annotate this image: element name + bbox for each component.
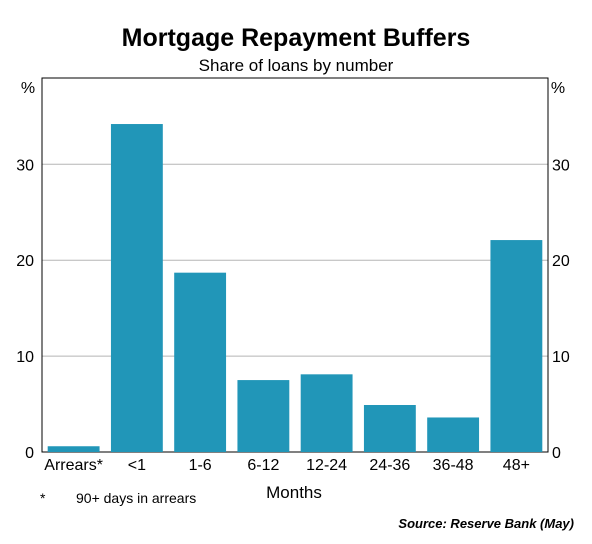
category-labels: Arrears* <1 1-6 6-12 12-24 24-36 36-48 48+ [44,457,530,474]
category-label-4: 12-24 [306,457,347,474]
bar-0 [47,446,100,452]
bars [47,124,543,453]
y-tick-left-10: 10 [16,349,34,366]
y-tick-left-0: 0 [25,445,34,462]
bar-1 [110,124,163,453]
bar-2 [174,272,227,452]
category-label-0: Arrears* [44,457,103,474]
y-tick-right-0: 0 [552,445,561,462]
bar-5 [363,405,416,452]
footnote-text: 90+ days in arrears [76,490,196,506]
category-label-1: <1 [128,457,146,474]
y-axis-unit-left: % [21,80,35,97]
y-axis-ticks: 0 0 10 10 20 20 30 30 [16,157,570,462]
category-label-3: 6-12 [247,457,279,474]
chart-title: Mortgage Repayment Buffers [122,24,471,52]
source-note: Source: Reserve Bank (May) [398,516,574,531]
footnote-marker: * [40,490,46,506]
x-axis-label: Months [266,483,322,502]
category-label-5: 24-36 [369,457,410,474]
y-tick-right-10: 10 [552,349,570,366]
category-label-2: 1-6 [189,457,212,474]
y-tick-right-20: 20 [552,253,570,270]
category-label-7: 48+ [503,457,530,474]
y-tick-right-30: 30 [552,157,570,174]
bar-6 [427,417,480,452]
y-tick-left-30: 30 [16,157,34,174]
plot-frame [41,77,549,453]
chart-subtitle: Share of loans by number [199,56,394,75]
y-axis-unit-right: % [551,80,565,97]
category-label-6: 36-48 [433,457,474,474]
y-tick-left-20: 20 [16,253,34,270]
bar-3 [237,380,290,452]
bar-7 [490,240,543,452]
bar-4 [300,374,353,452]
